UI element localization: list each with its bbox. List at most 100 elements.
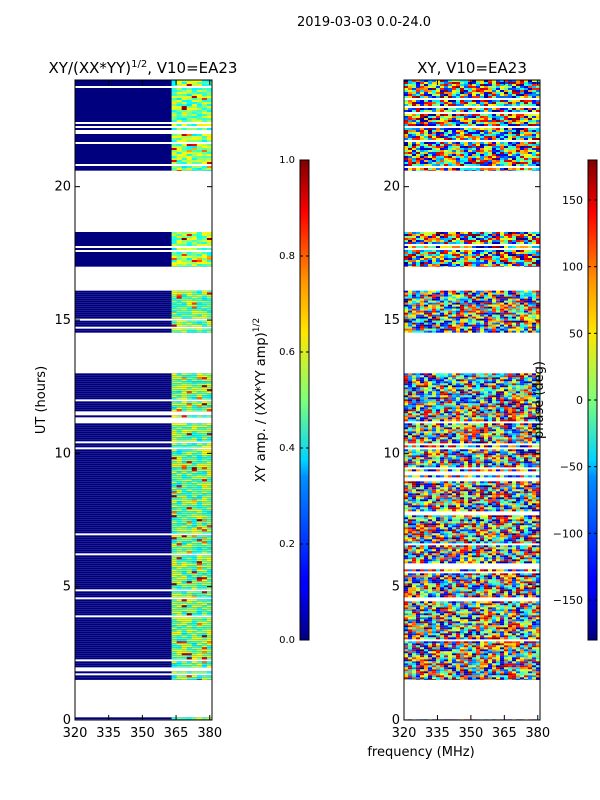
heatmap-cell bbox=[404, 559, 409, 562]
heatmap-cell bbox=[476, 515, 481, 518]
heatmap-cell bbox=[520, 469, 525, 472]
heatmap-cell bbox=[520, 503, 525, 506]
heatmap-cell bbox=[436, 547, 441, 550]
heatmap-cell bbox=[412, 451, 417, 454]
heatmap-cell bbox=[171, 290, 177, 293]
heatmap-cell bbox=[516, 495, 521, 498]
heatmap-cell bbox=[196, 559, 203, 562]
heatmap-cell bbox=[440, 409, 445, 412]
heatmap-cell bbox=[186, 511, 193, 514]
heatmap-cell bbox=[171, 635, 177, 638]
heatmap-cell bbox=[201, 601, 208, 604]
heatmap-cell bbox=[468, 411, 473, 414]
heatmap-cell bbox=[196, 381, 203, 384]
heatmap-cell bbox=[181, 501, 188, 504]
heatmap-cell bbox=[176, 671, 182, 674]
heatmap-cell bbox=[408, 539, 413, 542]
heatmap-cell bbox=[496, 541, 501, 544]
heatmap-cell bbox=[476, 449, 481, 452]
heatmap-cell bbox=[512, 495, 517, 498]
heatmap-cell bbox=[416, 547, 421, 550]
heatmap-cell bbox=[420, 541, 425, 544]
heatmap-cell bbox=[196, 601, 203, 604]
heatmap-row bbox=[75, 545, 212, 548]
heatmap-cell bbox=[516, 523, 521, 526]
heatmap-cell bbox=[484, 431, 489, 434]
heatmap-cell bbox=[196, 393, 203, 396]
heatmap-cell bbox=[492, 373, 497, 376]
heatmap-cell bbox=[171, 623, 177, 626]
heatmap-cell bbox=[464, 505, 469, 508]
heatmap-cell bbox=[488, 459, 493, 462]
heatmap-cell bbox=[508, 417, 513, 420]
heatmap-cell bbox=[500, 391, 505, 394]
heatmap-cell bbox=[488, 423, 493, 426]
heatmap-cell bbox=[181, 306, 188, 309]
heatmap-cell bbox=[464, 533, 469, 536]
heatmap-cell bbox=[464, 405, 469, 408]
heatmap-cell bbox=[201, 443, 208, 446]
heatmap-cell bbox=[186, 561, 193, 564]
heatmap-cell bbox=[456, 551, 461, 554]
heatmap-cell bbox=[484, 495, 489, 498]
heatmap-cell bbox=[412, 379, 417, 382]
heatmap-cell bbox=[532, 485, 537, 488]
heatmap-cell bbox=[191, 513, 198, 516]
heatmap-cell bbox=[191, 120, 198, 122]
heatmap-cell bbox=[186, 320, 193, 323]
heatmap-cell bbox=[436, 507, 441, 510]
heatmap-cell bbox=[532, 385, 537, 388]
heatmap-cell bbox=[181, 671, 188, 674]
heatmap-row bbox=[75, 306, 212, 309]
heatmap-cell bbox=[196, 637, 203, 640]
heatmap-cell bbox=[508, 375, 513, 378]
heatmap-cell bbox=[536, 539, 541, 542]
heatmap-cell bbox=[492, 463, 497, 466]
heatmap-cell bbox=[181, 523, 188, 526]
heatmap-cell bbox=[176, 605, 182, 608]
heatmap-cell bbox=[464, 431, 469, 434]
heatmap-cell bbox=[440, 551, 445, 554]
heatmap-cell bbox=[206, 312, 213, 315]
heatmap-cell bbox=[424, 491, 429, 494]
heatmap-cell bbox=[186, 409, 193, 412]
heatmap-cell bbox=[206, 100, 213, 102]
heatmap-cell bbox=[171, 457, 177, 460]
heatmap-row bbox=[75, 663, 212, 666]
heatmap-cell bbox=[416, 453, 421, 456]
heatmap-cell bbox=[500, 411, 505, 414]
heatmap-cell bbox=[428, 493, 433, 496]
heatmap-cell bbox=[472, 383, 477, 386]
heatmap-cell bbox=[508, 457, 513, 460]
heatmap-cell bbox=[171, 527, 177, 530]
heatmap-cell bbox=[492, 535, 497, 538]
heatmap-cell bbox=[508, 401, 513, 404]
heatmap-cell bbox=[191, 491, 198, 494]
heatmap-row bbox=[75, 489, 212, 492]
heatmap-cell bbox=[171, 403, 177, 406]
heatmap-cell bbox=[460, 485, 465, 488]
heatmap-cell bbox=[488, 457, 493, 460]
heatmap-cell bbox=[196, 463, 203, 466]
heatmap-cell bbox=[456, 391, 461, 394]
heatmap-cell bbox=[484, 423, 489, 426]
heatmap-cell bbox=[191, 625, 198, 628]
heatmap-cell bbox=[432, 527, 437, 530]
heatmap-cell bbox=[480, 439, 485, 442]
heatmap-cell bbox=[428, 415, 433, 418]
heatmap-cell bbox=[476, 373, 481, 376]
heatmap-cell bbox=[424, 523, 429, 526]
heatmap-cell bbox=[484, 393, 489, 396]
heatmap-cell bbox=[416, 489, 421, 492]
heatmap-row bbox=[75, 591, 212, 594]
heatmap-cell bbox=[201, 571, 208, 574]
heatmap-cell bbox=[186, 306, 193, 309]
heatmap-cell bbox=[448, 545, 453, 548]
heatmap-cell bbox=[528, 569, 533, 572]
heatmap-cell bbox=[191, 629, 198, 632]
heatmap-cell bbox=[196, 525, 203, 528]
heatmap-cell bbox=[444, 449, 449, 452]
heatmap-cell bbox=[532, 399, 537, 402]
heatmap-cell bbox=[436, 499, 441, 502]
heatmap-cell bbox=[196, 439, 203, 442]
